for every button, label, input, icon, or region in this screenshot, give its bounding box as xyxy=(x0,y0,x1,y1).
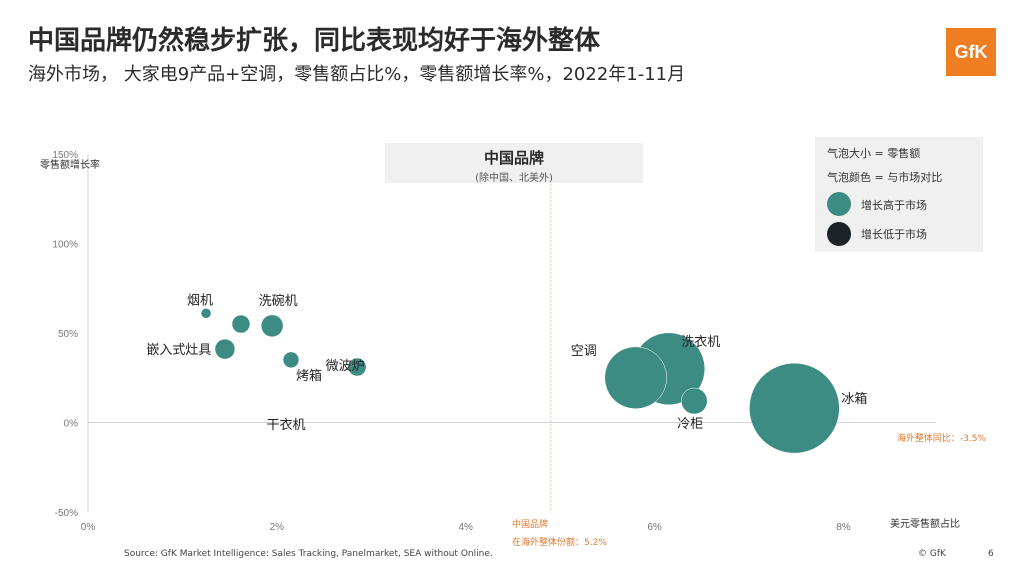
y-tick-label: -50% xyxy=(55,508,78,519)
bubble-label: 干衣机 xyxy=(267,417,306,433)
y-tick-label: 0% xyxy=(64,419,79,430)
x-tick-label: 6% xyxy=(647,522,662,533)
segment-subtitle: (除中国、北美外) xyxy=(475,173,553,184)
bubble xyxy=(681,387,708,415)
legend-size-note: 气泡大小 = 零售额 xyxy=(827,147,921,160)
bubble-label: 烟机 xyxy=(187,293,213,308)
y-tick-label: 50% xyxy=(58,329,78,340)
bubble xyxy=(200,308,212,319)
bubble-label: 洗衣机 xyxy=(681,334,720,350)
vertical-reference-label: 在海外整体份额：5.2% xyxy=(512,536,607,548)
x-tick-label: 2% xyxy=(270,522,285,533)
legend-above-label: 增长高于市场 xyxy=(861,199,927,212)
bubble xyxy=(282,351,300,369)
bubble-label: 洗碗机 xyxy=(259,293,298,309)
legend-below-swatch xyxy=(827,222,851,246)
bubble-label: 空调 xyxy=(571,344,597,359)
bubble xyxy=(214,338,236,360)
legend-above-swatch xyxy=(827,192,851,216)
bubble xyxy=(749,362,840,454)
bubble xyxy=(260,314,284,338)
horizontal-reference-label: 海外整体同比：-3.5% xyxy=(897,432,987,444)
chart-legend: 气泡大小 = 零售额 气泡颜色 = 与市场对比 增长高于市场 增长低于市场 xyxy=(815,137,983,252)
bubble-label: 微波炉 xyxy=(326,359,365,374)
legend-below-label: 增长低于市场 xyxy=(861,228,927,241)
bubble xyxy=(347,357,367,377)
x-tick-label: 8% xyxy=(836,522,851,533)
bubble xyxy=(231,314,251,334)
bubble-label: 冰箱 xyxy=(841,391,867,407)
legend-color-note: 气泡颜色 = 与市场对比 xyxy=(827,171,943,184)
page-title: 中国品牌仍然稳步扩张，同比表现均好于海外整体 xyxy=(28,26,601,56)
bubble-label: 嵌入式灶具 xyxy=(146,343,211,358)
bubble-label: 烤箱 xyxy=(296,368,322,384)
vertical-reference-label: 中国品牌 xyxy=(512,518,548,530)
source-note: Source: GfK Market Intelligence: Sales T… xyxy=(124,549,493,559)
page-subtitle: 海外市场， 大家电9产品+空调，零售额占比%，零售额增长率%，2022年1-11… xyxy=(28,64,686,85)
y-axis-title: 零售额增长率 xyxy=(40,158,100,171)
segment-title: 中国品牌 xyxy=(483,149,544,167)
x-axis-title: 美元零售额占比 xyxy=(890,517,960,530)
copyright: © GfK xyxy=(918,549,946,559)
gfk-logo: GfK xyxy=(946,28,996,76)
bubble xyxy=(604,346,667,409)
segment-panel: 中国品牌 (除中国、北美外) xyxy=(385,143,643,184)
page-number: 6 xyxy=(988,549,994,559)
y-tick-label: 100% xyxy=(52,240,78,251)
bubble-label: 冷柜 xyxy=(677,417,703,432)
x-tick-label: 0% xyxy=(81,522,96,533)
y-tick-label: 150% xyxy=(52,150,78,161)
x-tick-label: 4% xyxy=(459,522,474,533)
